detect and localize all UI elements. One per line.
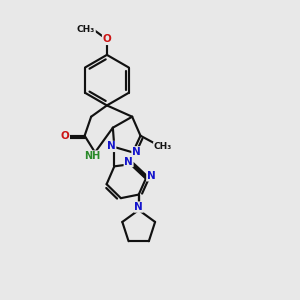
Text: CH₃: CH₃ — [154, 142, 172, 151]
Text: O: O — [103, 34, 111, 44]
Text: NH: NH — [84, 151, 100, 161]
Text: N: N — [134, 202, 143, 212]
Text: N: N — [132, 147, 141, 157]
Text: O: O — [61, 131, 69, 141]
Text: N: N — [107, 141, 116, 152]
Text: CH₃: CH₃ — [77, 25, 95, 34]
Text: N: N — [147, 171, 156, 181]
Text: N: N — [124, 157, 133, 166]
